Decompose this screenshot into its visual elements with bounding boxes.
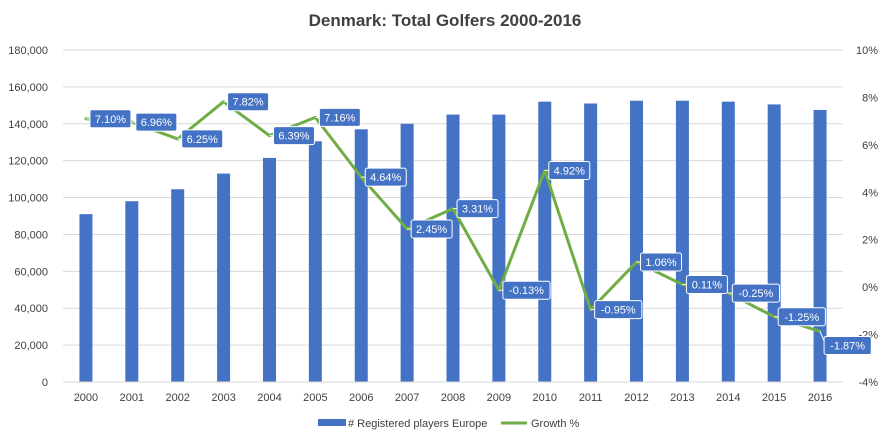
bar xyxy=(354,129,368,382)
x-axis-tick-label: 2014 xyxy=(716,392,740,404)
data-label-box xyxy=(364,167,407,187)
x-axis-tick-label: 2005 xyxy=(303,392,327,404)
x-axis-tick-label: 2008 xyxy=(441,392,465,404)
data-labels: 7.10% 6.96% 6.25% 7.82% 6.39% 7.16% 4.64% 2.45%… xyxy=(85,92,872,355)
x-axis-tick-label: 2016 xyxy=(808,392,832,404)
data-label-box xyxy=(594,300,643,320)
data-label: 4.92% xyxy=(554,165,585,177)
data-label-box xyxy=(548,160,591,180)
bar xyxy=(767,104,781,383)
bar xyxy=(584,103,598,382)
data-label: 4.64% xyxy=(370,172,401,184)
left-axis-tick-label: 100,000 xyxy=(8,193,48,205)
bar xyxy=(262,157,276,382)
data-label: 7.82% xyxy=(232,97,263,109)
data-label: 1.06% xyxy=(645,257,676,269)
bar xyxy=(400,123,414,383)
x-axis-tick-label: 2003 xyxy=(211,392,235,404)
x-axis-tick-label: 2010 xyxy=(533,392,557,404)
data-label: 7.16% xyxy=(324,112,355,124)
data-label-box xyxy=(318,107,361,127)
left-axis-tick-label: 0 xyxy=(42,377,48,389)
bar xyxy=(675,100,689,382)
x-axis-tick-label: 2011 xyxy=(579,392,603,404)
right-axis-tick-label: 4% xyxy=(862,187,878,199)
data-label-box xyxy=(456,199,499,219)
data-label-box xyxy=(135,112,178,132)
legend-label-registered-players: # Registered players Europe xyxy=(348,418,487,430)
right-axis-tick-label: 0% xyxy=(862,282,878,294)
data-label: 7.10% xyxy=(95,114,126,126)
data-label: 6.39% xyxy=(278,131,309,143)
bar xyxy=(492,114,506,383)
legend-label-growth: Growth % xyxy=(531,418,580,430)
x-axis-tick-label: 2002 xyxy=(165,392,189,404)
left-axis-tick-label: 180,000 xyxy=(8,45,48,57)
data-label-box xyxy=(640,252,683,272)
x-axis-tick-label: 2004 xyxy=(257,392,281,404)
x-axis-tick-label: 2007 xyxy=(395,392,419,404)
bar xyxy=(630,100,644,382)
x-axis-tick-label: 2001 xyxy=(120,392,144,404)
legend: # Registered players Europe Growth % xyxy=(318,418,580,430)
bar xyxy=(721,101,735,383)
bar xyxy=(125,201,139,382)
bar xyxy=(446,114,460,383)
data-label-box xyxy=(685,275,728,295)
data-label: -0.95% xyxy=(601,305,636,317)
data-label-box xyxy=(502,280,551,300)
data-label-box xyxy=(227,92,270,112)
left-axis-tick-label: 80,000 xyxy=(14,229,48,241)
x-axis-tick-label: 2015 xyxy=(762,392,786,404)
data-label: -0.13% xyxy=(509,285,544,297)
x-axis-tick-label: 2009 xyxy=(487,392,511,404)
data-label: 2.45% xyxy=(416,224,447,236)
legend-swatch-registered-players xyxy=(318,419,346,426)
left-axis-tick-label: 20,000 xyxy=(14,340,48,352)
data-label-box xyxy=(777,307,826,327)
right-axis-tick-label: -4% xyxy=(858,377,878,389)
data-label: -1.87% xyxy=(830,340,865,352)
data-label-box xyxy=(731,283,780,303)
data-label: 3.31% xyxy=(462,204,493,216)
bar xyxy=(79,214,93,382)
bar xyxy=(217,173,231,382)
left-axis-tick-label: 60,000 xyxy=(14,266,48,278)
data-label-box xyxy=(89,109,132,129)
chart-title: Denmark: Total Golfers 2000-2016 xyxy=(309,11,582,30)
data-label: 0.11% xyxy=(692,280,723,292)
x-axis-tick-label: 2000 xyxy=(74,392,98,404)
x-axis-tick-label: 2012 xyxy=(624,392,648,404)
bar xyxy=(308,141,322,382)
x-axis-tick-label: 2006 xyxy=(349,392,373,404)
data-label: 6.25% xyxy=(187,134,218,146)
left-y-axis: 0 20,000 40,000 60,000 80,000 100,000 120,000 1… xyxy=(8,45,48,389)
right-axis-tick-label: 8% xyxy=(862,92,878,104)
data-label: -1.25% xyxy=(784,312,819,324)
bar xyxy=(171,189,185,382)
left-axis-tick-label: 140,000 xyxy=(8,119,48,131)
bar xyxy=(538,101,552,383)
data-label-box xyxy=(181,129,224,149)
right-axis-tick-label: 2% xyxy=(862,235,878,247)
left-axis-tick-label: 160,000 xyxy=(8,82,48,94)
right-axis-tick-label: 6% xyxy=(862,140,878,152)
data-label-box xyxy=(823,335,872,355)
x-axis: 2000 2001 2002 2003 2004 2005 2006 2007 2008 2009… xyxy=(63,381,843,404)
left-axis-tick-label: 40,000 xyxy=(14,303,48,315)
right-axis-tick-label: 10% xyxy=(856,45,878,57)
x-axis-tick-label: 2013 xyxy=(670,392,694,404)
data-label-box xyxy=(272,126,315,146)
data-label: -0.25% xyxy=(738,288,773,300)
data-label: 6.96% xyxy=(141,117,172,129)
data-label-box xyxy=(410,219,453,239)
left-axis-tick-label: 120,000 xyxy=(8,156,48,168)
